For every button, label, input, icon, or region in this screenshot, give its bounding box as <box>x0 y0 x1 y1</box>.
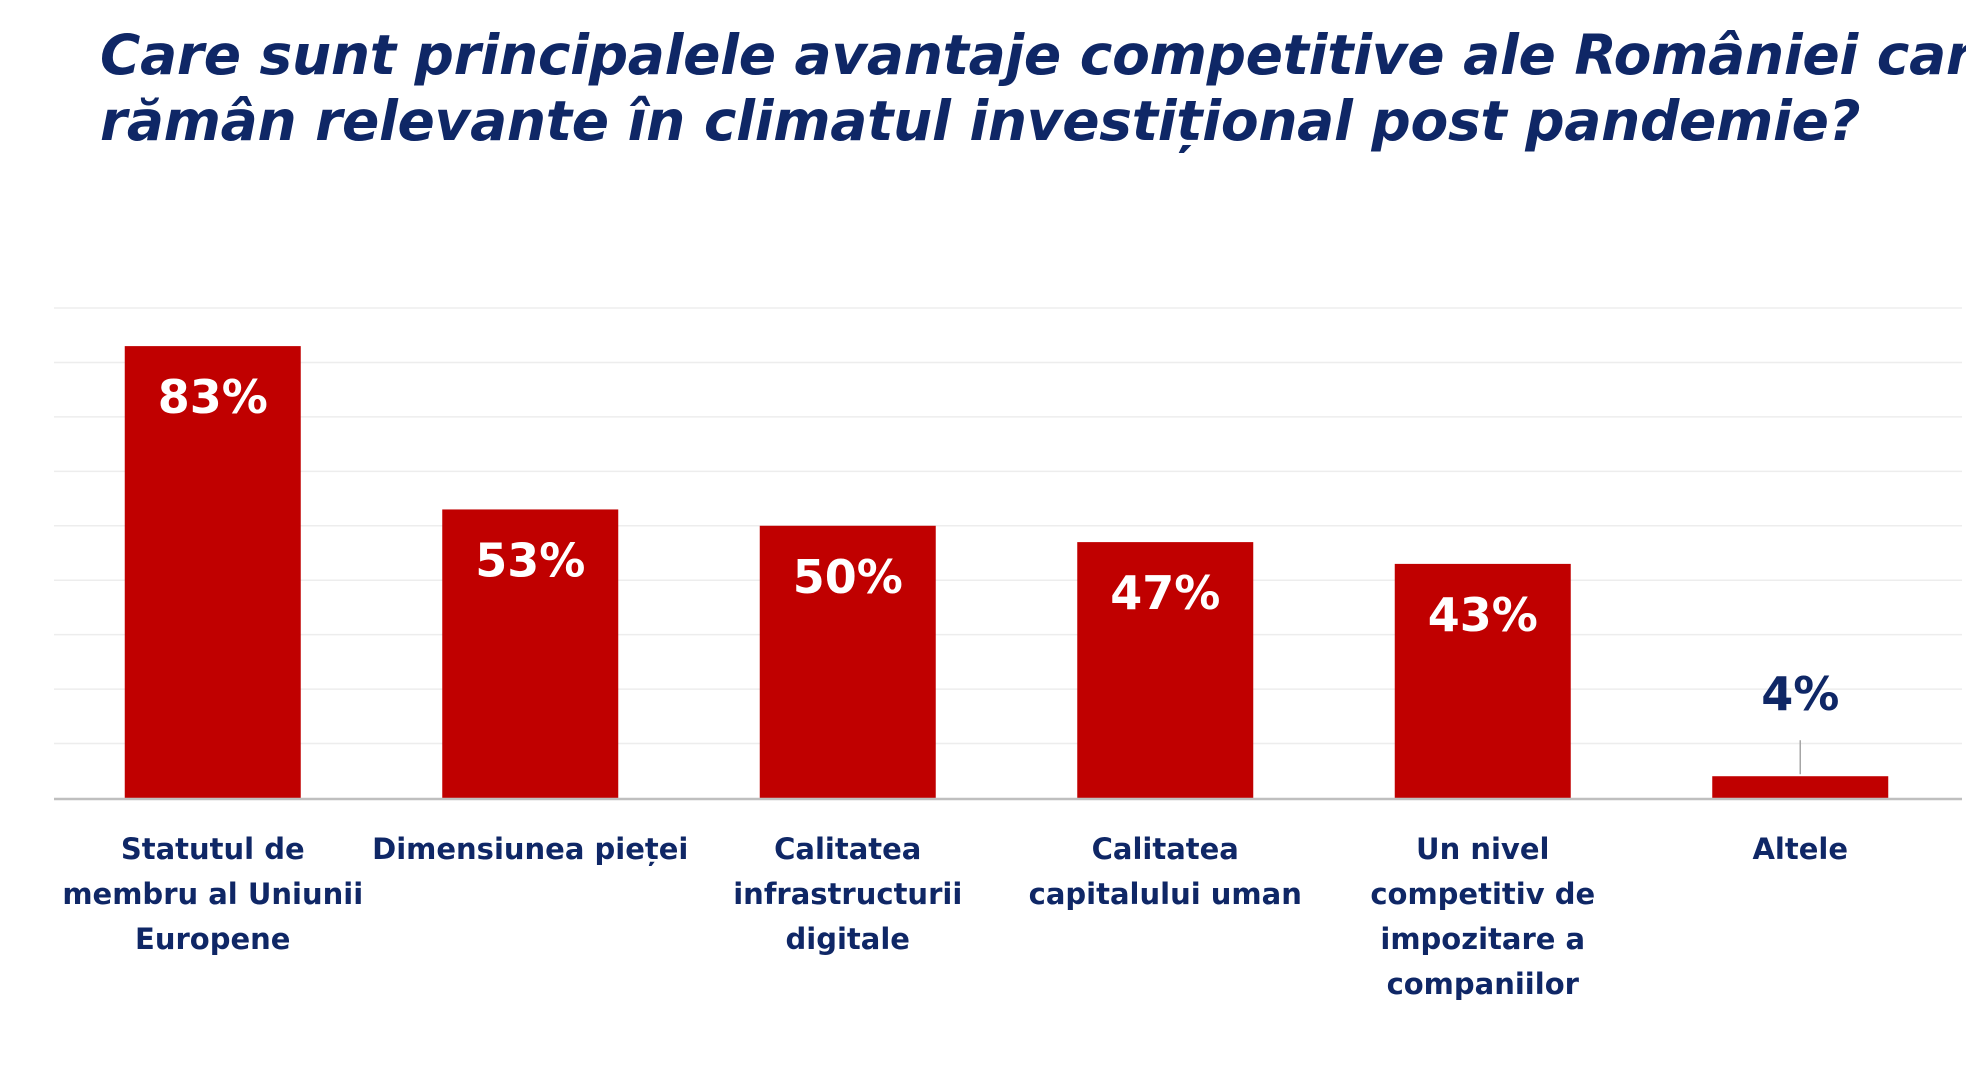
category-label-line: membru al Uniunii <box>62 877 363 911</box>
category-label-line: Dimensiunea pieței <box>372 832 688 866</box>
category-label-line: competitiv de <box>1370 877 1595 911</box>
bar <box>759 525 936 798</box>
category-label-line: Un nivel <box>1416 832 1549 866</box>
chart-title-line-1: Care sunt principalele avantaje competit… <box>100 23 1966 87</box>
category-label-line: Europene <box>135 922 290 956</box>
category-label-line: infrastructurii <box>733 877 962 911</box>
bar-value-label: 47% <box>1110 566 1220 620</box>
gridlines <box>54 307 1962 745</box>
category-label: Calitatea infrastructurii digitale <box>733 832 962 956</box>
chart-title-line-2: rămân relevante în climatul investiționa… <box>100 89 1861 153</box>
chart-title: Care sunt principalele avantaje competit… <box>100 22 1966 154</box>
category-label: Statutul de membru al Uniunii Europene <box>62 832 363 956</box>
category-label-line: Calitatea <box>774 832 921 866</box>
bar-value-label: 4% <box>1761 667 1839 721</box>
category-label: Dimensiunea pieței <box>372 832 688 866</box>
category-label-line: Statutul de <box>121 832 305 866</box>
category-label-line: impozitare a <box>1380 922 1585 956</box>
data-labels: 83% 53% 50% 47% 43% 4% <box>158 370 1840 721</box>
category-label-line: digitale <box>786 922 910 956</box>
bar <box>1394 563 1571 798</box>
bars <box>124 346 1889 798</box>
bar-value-label: 50% <box>793 550 903 604</box>
category-label-line: capitalului uman <box>1029 877 1302 911</box>
category-label: Un nivel competitiv de impozitare a compani… <box>1370 832 1595 1001</box>
bar-value-label: 53% <box>475 533 585 587</box>
bar <box>442 509 619 798</box>
category-labels: Statutul de membru al Uniunii Europene Dime… <box>62 832 1848 1001</box>
bar <box>1712 776 1889 798</box>
bar <box>124 346 301 798</box>
category-label-line: companiilor <box>1387 967 1580 1001</box>
bar-value-label: 83% <box>158 370 268 424</box>
bar-value-label: 43% <box>1428 588 1538 642</box>
category-label-line: Calitatea <box>1092 832 1239 866</box>
category-label-line: Altele <box>1752 832 1848 866</box>
category-label: Altele <box>1752 832 1848 866</box>
bar <box>1077 542 1254 798</box>
category-label: Calitatea capitalului uman <box>1029 832 1302 911</box>
